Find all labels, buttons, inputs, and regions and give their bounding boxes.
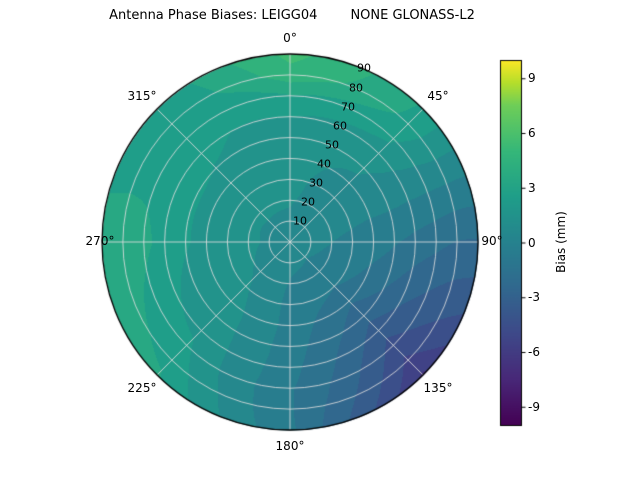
angular-tick-label-135: 135° [423, 381, 453, 395]
angular-tick-label-0: 0° [283, 31, 297, 45]
colorbar-axis-label: Bias (mm) [554, 211, 568, 273]
colorbar-tick-neg3: -3 [528, 290, 540, 304]
radial-tick-label-90: 90 [357, 61, 371, 75]
angular-tick-label-45: 45° [427, 89, 449, 103]
colorbar-tick-3: 3 [528, 181, 536, 195]
radial-tick-label-40: 40 [317, 157, 331, 171]
angular-tick-label-90: 90° [481, 234, 503, 248]
angular-tick-label-225: 225° [127, 381, 157, 395]
radial-tick-label-20: 20 [301, 195, 315, 209]
radial-tick-label-60: 60 [333, 119, 347, 133]
colorbar-tick-6: 6 [528, 126, 536, 140]
radial-tick-label-70: 70 [341, 100, 355, 114]
radial-tick-label-30: 30 [309, 176, 323, 190]
angular-tick-label-270: 270° [85, 234, 115, 248]
colorbar-tick-0: 0 [528, 236, 536, 250]
radial-tick-label-50: 50 [325, 138, 339, 152]
colorbar-tick-neg6: -6 [528, 345, 540, 359]
angular-tick-label-180: 180° [275, 439, 305, 453]
radial-tick-label-10: 10 [293, 214, 307, 228]
colorbar-tick-9: 9 [528, 71, 536, 85]
colorbar-tick-neg9: -9 [528, 400, 540, 414]
plot-title: Antenna Phase Biases: LEIGG04 NONE GLONA… [109, 8, 475, 23]
angular-tick-label-315: 315° [127, 89, 157, 103]
radial-tick-label-80: 80 [349, 81, 363, 95]
